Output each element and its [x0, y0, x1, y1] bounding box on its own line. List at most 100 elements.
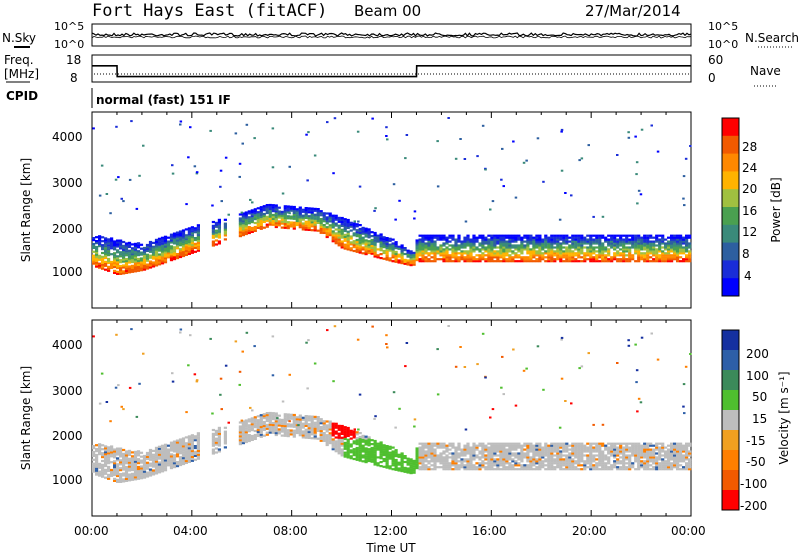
power-cell [157, 237, 162, 240]
velocity-cell [310, 429, 314, 432]
power-cell [613, 234, 617, 237]
velocity-cell [259, 435, 263, 438]
power-cell [520, 248, 524, 251]
power-cell [670, 254, 674, 257]
power-cell [538, 234, 542, 237]
velocity-cell [398, 407, 401, 410]
power-cell [463, 158, 467, 160]
velocity-cell [544, 446, 548, 449]
velocity-cell [490, 454, 494, 457]
power-cell [292, 215, 296, 218]
velocity-cell [676, 450, 680, 453]
velocity-cell [346, 450, 350, 453]
velocity-cell [565, 460, 569, 463]
velocity-cell [610, 468, 614, 471]
power-cell [433, 242, 437, 245]
power-cell [116, 243, 120, 246]
power-cell [148, 266, 153, 269]
power-cell [640, 128, 644, 131]
power-cell [175, 233, 180, 236]
power-cell [268, 211, 272, 214]
power-cell [598, 260, 602, 263]
power-cell [460, 242, 464, 245]
velocity-cell [601, 462, 605, 465]
power-cell [589, 260, 593, 263]
power-cell [107, 259, 111, 263]
power-cell [101, 246, 105, 249]
power-cell [346, 244, 350, 247]
power-cell [166, 240, 171, 243]
power-cell [556, 252, 560, 255]
velocity-cell [649, 444, 653, 447]
power-cell [352, 242, 356, 245]
power-cell [541, 248, 545, 251]
power-cell [658, 258, 662, 261]
power-cell [541, 258, 545, 261]
velocity-cell [538, 444, 542, 447]
power-cell [652, 246, 656, 249]
power-cell [661, 242, 665, 245]
velocity-cell [403, 470, 407, 473]
velocity-cell [98, 453, 102, 456]
velocity-cell [262, 434, 266, 437]
velocity-cell [676, 468, 680, 471]
power-cell [95, 245, 99, 249]
velocity-cell [373, 449, 377, 452]
power-cell [298, 218, 302, 221]
power-colorbar-segment [722, 207, 739, 226]
velocity-cell [574, 468, 578, 471]
velocity-cell [556, 442, 560, 445]
velocity-cell [613, 450, 617, 453]
velocity-cell [508, 468, 512, 471]
power-cell [101, 257, 105, 260]
velocity-cell [538, 446, 542, 449]
velocity-cell [643, 450, 647, 453]
power-cell [522, 161, 526, 164]
velocity-cell [499, 446, 503, 449]
velocity-cell [610, 452, 614, 455]
velocity-cell [250, 429, 254, 432]
power-cell [466, 238, 470, 241]
power-cell [334, 238, 338, 241]
power-cell [169, 251, 174, 254]
power-cell [508, 256, 512, 259]
power-cell [565, 248, 569, 251]
power-cell [610, 236, 614, 239]
power-cell [163, 249, 168, 252]
date-title: 27/Mar/2014 [585, 2, 681, 20]
velocity-cell [367, 454, 371, 457]
power-cell [209, 129, 212, 132]
power-cell [487, 252, 491, 255]
power-cell [331, 234, 335, 237]
power-cell [305, 133, 308, 136]
power-cell [268, 203, 272, 207]
velocity-cell [689, 353, 692, 355]
power-cell [616, 238, 620, 241]
velocity-cell [445, 454, 449, 457]
power-cell [367, 251, 371, 255]
velocity-cell [487, 454, 491, 457]
power-cell [673, 240, 677, 243]
power-cell [496, 258, 500, 261]
power-cell [157, 241, 162, 244]
power-cell [514, 240, 518, 243]
power-cell [169, 237, 174, 240]
velocity-cell [301, 416, 305, 419]
power-cell [253, 208, 257, 211]
power-cell [110, 264, 114, 267]
power-cell [181, 241, 186, 244]
power-cell [151, 261, 156, 264]
power-cell [114, 178, 118, 181]
velocity-cell [113, 471, 117, 475]
power-cell [361, 236, 365, 239]
velocity-cell [511, 466, 515, 469]
velocity-cell [505, 450, 509, 453]
power-cell [151, 255, 156, 258]
power-cell [457, 252, 461, 255]
velocity-cell [337, 434, 341, 437]
power-cell [211, 234, 215, 237]
velocity-cell [421, 454, 425, 457]
velocity-cell [334, 424, 338, 427]
velocity-cell [238, 429, 242, 432]
velocity-cell [163, 449, 168, 452]
